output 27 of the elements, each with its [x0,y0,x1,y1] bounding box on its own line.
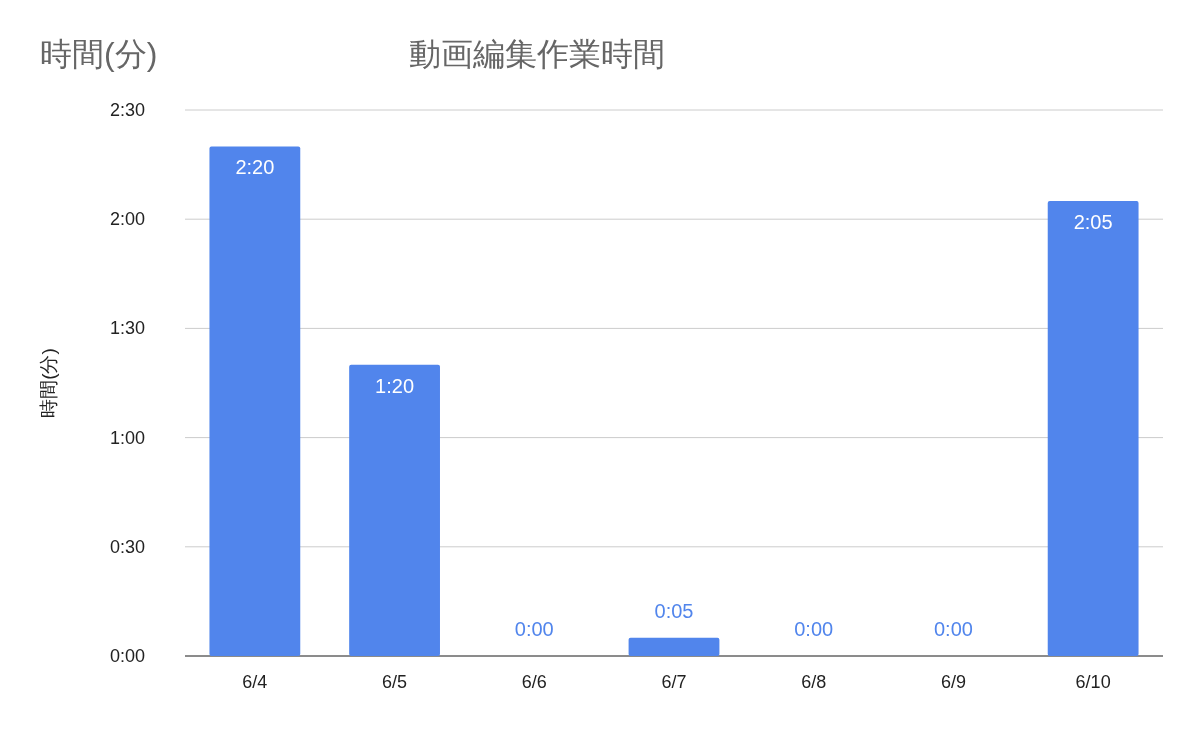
data-label: 1:20 [375,374,415,397]
x-tick-label: 6/10 [1075,672,1111,692]
y-tick-label: 2:30 [109,100,145,120]
bar [349,364,440,656]
data-label: 0:05 [654,599,694,622]
y-tick-label: 0:00 [109,646,145,666]
x-tick-label: 6/5 [382,672,408,692]
data-label: 2:05 [1073,211,1113,233]
bar [628,637,720,656]
bar [209,146,301,656]
data-label: 0:00 [514,618,554,640]
y-tick-label: 0:30 [109,536,145,557]
x-tick-label: 6/6 [521,672,547,692]
y-axis-title: 時間(分) [38,348,59,418]
chart-title: 動画編集作業時間 [409,36,665,72]
y-tick-label: 1:30 [109,318,145,339]
data-label: 2:20 [235,156,275,179]
x-tick-label: 6/8 [801,672,827,692]
bar [1047,201,1139,656]
x-tick-label: 6/4 [242,672,268,692]
text: 時間(分) [40,36,158,72]
y-tick-label: 1:00 [109,427,145,448]
data-label: 0:00 [933,618,973,640]
y-tick-label: 2:00 [109,209,145,230]
x-tick-label: 6/7 [661,672,687,692]
data-label: 0:00 [794,618,834,640]
x-tick-label: 6/9 [940,672,966,692]
